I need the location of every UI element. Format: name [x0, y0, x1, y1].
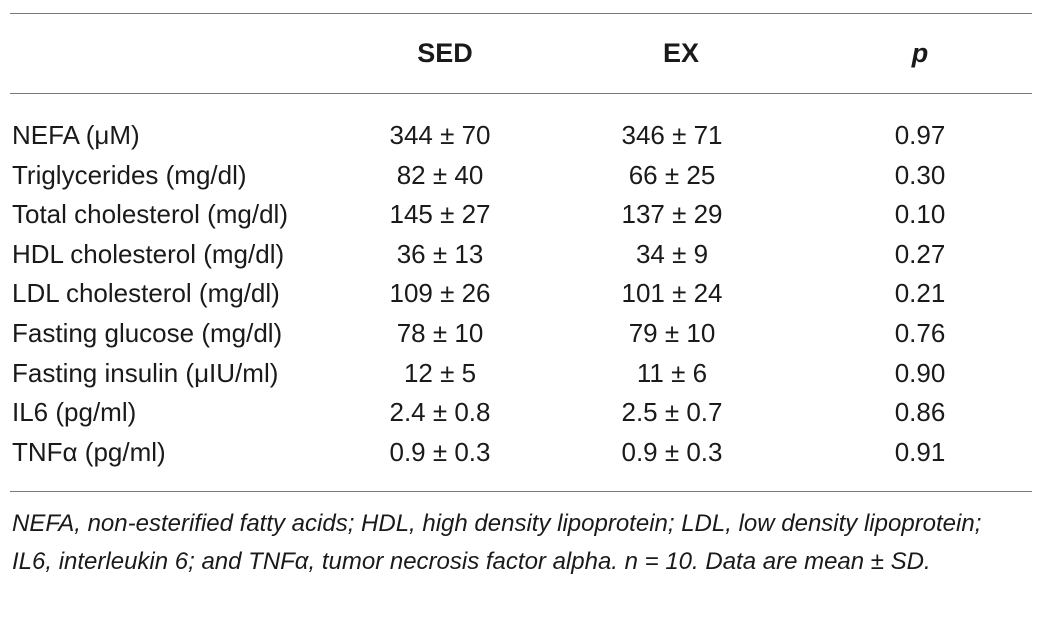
table-bottom-rule — [10, 491, 1032, 492]
row-ex-value: 137 ± 29 — [621, 199, 723, 229]
row-ex-value: 101 ± 24 — [621, 278, 723, 308]
row-label: Fasting glucose (mg/dl) — [12, 318, 283, 348]
row-sed-value: 36 ± 13 — [396, 239, 484, 269]
row-p-value: 0.76 — [894, 318, 946, 348]
row-label: IL6 (pg/ml) — [12, 397, 137, 427]
table-footnote: NEFA, non-esterified fatty acids; HDL, h… — [12, 510, 982, 575]
row-sed-value: 12 ± 5 — [403, 358, 477, 388]
row-ex-value: 34 ± 9 — [635, 239, 709, 269]
row-p-value: 0.86 — [894, 397, 946, 427]
table-top-rule — [10, 13, 1032, 14]
row-p-value: 0.10 — [894, 199, 946, 229]
row-sed-value: 109 ± 26 — [389, 278, 491, 308]
row-p-value: 0.21 — [894, 278, 946, 308]
row-p-value: 0.30 — [894, 160, 946, 190]
row-ex-value: 66 ± 25 — [628, 160, 716, 190]
row-p-value: 0.90 — [894, 358, 946, 388]
row-sed-value: 82 ± 40 — [396, 160, 484, 190]
table-header-rule — [10, 93, 1032, 94]
row-label: NEFA (μM) — [12, 120, 140, 150]
row-sed-value: 2.4 ± 0.8 — [389, 397, 491, 427]
row-ex-value: 0.9 ± 0.3 — [621, 437, 723, 467]
row-p-value: 0.91 — [894, 437, 946, 467]
row-label: Triglycerides (mg/dl) — [12, 160, 247, 190]
row-p-value: 0.27 — [894, 239, 946, 269]
row-label: TNFα (pg/ml) — [12, 437, 166, 467]
row-label: Fasting insulin (μIU/ml) — [12, 358, 279, 388]
row-sed-value: 0.9 ± 0.3 — [389, 437, 491, 467]
row-sed-value: 78 ± 10 — [396, 318, 484, 348]
header-ex: EX — [662, 38, 700, 68]
row-ex-value: 79 ± 10 — [628, 318, 716, 348]
header-sed: SED — [417, 38, 473, 68]
row-p-value: 0.97 — [894, 120, 946, 150]
row-ex-value: 346 ± 71 — [621, 120, 723, 150]
row-sed-value: 145 ± 27 — [389, 199, 491, 229]
row-label: HDL cholesterol (mg/dl) — [12, 239, 285, 269]
header-p: p — [911, 38, 929, 68]
row-sed-value: 344 ± 70 — [389, 120, 491, 150]
row-ex-value: 11 ± 6 — [636, 358, 708, 388]
row-label: Total cholesterol (mg/dl) — [12, 199, 288, 229]
row-ex-value: 2.5 ± 0.7 — [621, 397, 723, 427]
row-label: LDL cholesterol (mg/dl) — [12, 278, 280, 308]
